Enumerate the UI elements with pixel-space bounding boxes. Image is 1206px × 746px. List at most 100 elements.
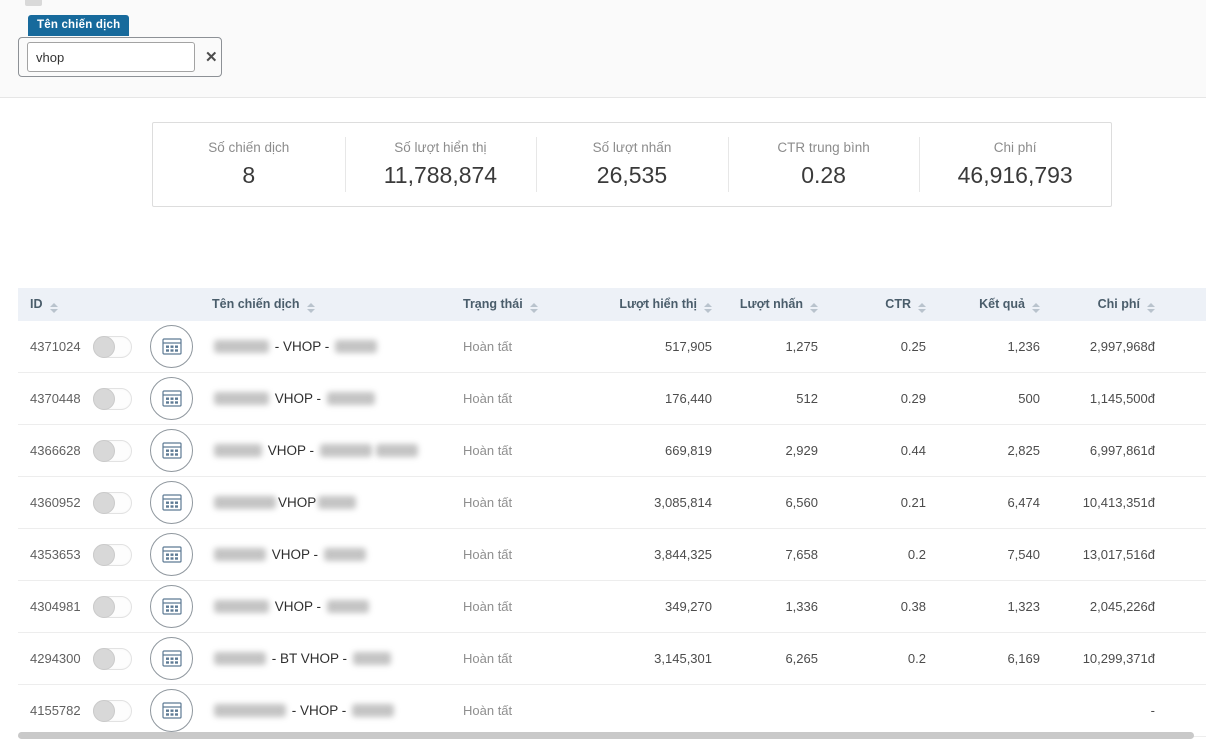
cost-value: 2,045,226đ: [1040, 580, 1206, 633]
campaign-detail-button[interactable]: [150, 533, 193, 576]
toggle-knob: [93, 439, 115, 462]
redacted-text: [214, 652, 266, 665]
stat-value: 8: [242, 162, 256, 188]
sort-icon: [704, 302, 712, 313]
column-header-result[interactable]: Kết quả: [926, 288, 1040, 321]
campaign-detail-button[interactable]: [150, 429, 193, 472]
sort-icon: [1032, 302, 1040, 313]
cost-value: 13,017,516đ: [1040, 528, 1206, 581]
campaign-name-visible: - VHOP -: [271, 339, 334, 354]
campaign-name: VHOP -: [212, 424, 423, 477]
campaign-status-toggle[interactable]: [93, 595, 132, 618]
column-header-clicks[interactable]: Lượt nhấn: [712, 288, 818, 321]
column-header-impressions[interactable]: Lượt hiển thị: [573, 288, 712, 321]
campaign-id: 4366628: [18, 424, 93, 477]
column-header-ctr[interactable]: CTR: [818, 288, 926, 321]
campaign-name-filter-input[interactable]: [27, 42, 195, 72]
campaign-status-toggle[interactable]: [93, 439, 132, 462]
campaign-detail-button[interactable]: [150, 377, 193, 420]
stat-value: 0.28: [801, 162, 846, 188]
campaign-detail-button[interactable]: [150, 689, 193, 732]
table-grid-icon: [161, 390, 182, 407]
campaign-status-toggle[interactable]: [93, 491, 132, 514]
campaign-id: 4353653: [18, 528, 93, 581]
ctr-value: 0.25: [818, 321, 926, 373]
campaign-status-toggle[interactable]: [93, 387, 132, 410]
campaign-table: ID Tên chiến dịch Trạng thái Lượt hiển t…: [18, 288, 1206, 737]
ctr-value: 0.21: [818, 476, 926, 529]
table-row: 4371024 - VHOP - Hoàn tất 517,905 1,275 0.2…: [18, 321, 1206, 373]
impressions-value: 176,440: [573, 372, 712, 425]
table-row: 4304981 VHOP - Hoàn tất 349,270 1,336 0.38 1…: [18, 580, 1206, 633]
table-grid-icon: [161, 442, 182, 459]
result-value: 2,825: [926, 424, 1040, 477]
clicks-value: 7,658: [712, 528, 818, 581]
result-value: 1,236: [926, 321, 1040, 373]
campaign-status-toggle[interactable]: [93, 699, 132, 722]
ctr-value: 0.44: [818, 424, 926, 477]
column-header-name[interactable]: Tên chiến dịch: [212, 288, 423, 321]
impressions-value: 3,145,301: [573, 632, 712, 685]
campaign-id: 4371024: [18, 321, 93, 373]
campaign-status-toggle[interactable]: [93, 335, 132, 358]
result-value: 7,540: [926, 528, 1040, 581]
result-value: 1,323: [926, 580, 1040, 633]
clicks-value: 6,560: [712, 476, 818, 529]
filter-tag-campaign-name: Tên chiến dịch: [28, 15, 130, 36]
table-grid-icon: [161, 650, 182, 667]
cost-value: 6,997,861đ: [1040, 424, 1206, 477]
campaign-status: Hoàn tất: [423, 321, 573, 373]
impressions-value: 3,085,814: [573, 476, 712, 529]
impressions-value: 517,905: [573, 321, 712, 373]
campaign-name: - VHOP -: [212, 321, 423, 373]
stat-campaign-count: Số chiến dịch 8: [153, 123, 345, 206]
toggle-knob: [93, 543, 115, 566]
campaign-status-toggle[interactable]: [93, 647, 132, 670]
campaign-status: Hoàn tất: [423, 684, 573, 737]
cost-value: -: [1040, 684, 1206, 737]
horizontal-scrollbar[interactable]: [18, 732, 1194, 739]
column-header-cost[interactable]: Chi phí: [1040, 288, 1206, 321]
column-header-toggle: [93, 288, 150, 321]
stat-avg-ctr: CTR trung bình 0.28: [727, 123, 920, 206]
campaign-name: - BT VHOP -: [212, 632, 423, 685]
campaign-status: Hoàn tất: [423, 580, 573, 633]
campaign-detail-button[interactable]: [150, 637, 193, 680]
campaign-id: 4155782: [18, 684, 93, 737]
toggle-knob: [93, 647, 115, 670]
column-header-id[interactable]: ID: [18, 288, 93, 321]
redacted-text: [214, 496, 276, 509]
table-grid-icon: [161, 338, 182, 355]
clicks-value: 2,929: [712, 424, 818, 477]
ctr-value: 0.2: [818, 528, 926, 581]
campaign-detail-button[interactable]: [150, 325, 193, 368]
result-value: 6,169: [926, 632, 1040, 685]
stat-value: 46,916,793: [957, 162, 1073, 188]
campaign-status-toggle[interactable]: [93, 543, 132, 566]
campaign-name: VHOP -: [212, 372, 423, 425]
campaign-detail-button[interactable]: [150, 481, 193, 524]
column-header-icon: [150, 288, 212, 321]
campaign-detail-button[interactable]: [150, 585, 193, 628]
campaign-id: 4360952: [18, 476, 93, 529]
campaign-status: Hoàn tất: [423, 528, 573, 581]
clear-filter-icon[interactable]: ✕: [205, 48, 218, 66]
campaign-name-visible: - VHOP -: [288, 703, 351, 718]
toggle-knob: [93, 699, 115, 722]
stat-label: Chi phí: [993, 140, 1037, 155]
ctr-value: 0.2: [818, 632, 926, 685]
impressions-value: 669,819: [573, 424, 712, 477]
summary-stats-card: Số chiến dịch 8 Số lượt hiển thị 11,788,…: [152, 122, 1112, 207]
result-value: [926, 684, 1040, 737]
campaign-name-visible: VHOP -: [268, 547, 322, 562]
redacted-text: [214, 704, 286, 717]
column-header-status[interactable]: Trạng thái: [423, 288, 573, 321]
campaign-name-visible: VHOP: [278, 495, 317, 510]
ctr-value: [818, 684, 926, 737]
campaign-status: Hoàn tất: [423, 424, 573, 477]
table-row: 4366628 VHOP - Hoàn tất 669,819 2,929 0.44 2…: [18, 424, 1206, 477]
stat-label: Số lượt nhấn: [592, 140, 672, 155]
redacted-text: [323, 548, 366, 561]
redacted-text: [319, 444, 372, 457]
